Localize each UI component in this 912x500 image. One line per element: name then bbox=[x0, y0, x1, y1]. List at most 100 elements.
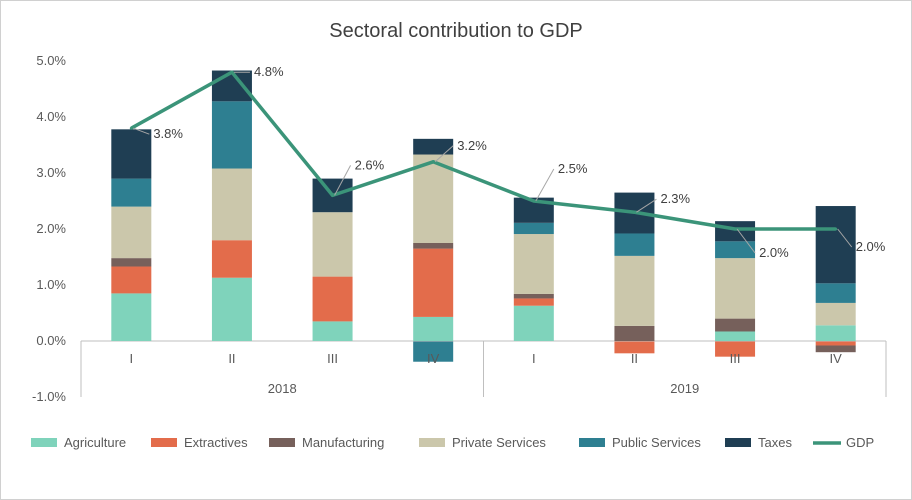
gdp-line-series: 3.8% 4.8% 2.6% 3.2% 2.5% 2.3% 2.0% 2.0% bbox=[129, 64, 886, 260]
bar-extractives bbox=[815, 341, 856, 346]
positive-bars bbox=[111, 70, 856, 341]
legend: Agriculture Extractives Manufacturing Priva… bbox=[31, 435, 874, 450]
bar-taxes bbox=[715, 221, 756, 242]
x-tick-label: I bbox=[532, 351, 536, 366]
data-label-leader bbox=[736, 228, 756, 254]
bar-agriculture bbox=[413, 316, 454, 341]
gdp-point bbox=[733, 227, 737, 231]
legend-label: Extractives bbox=[184, 435, 248, 450]
x-tick-label: III bbox=[730, 351, 741, 366]
negative-bars bbox=[413, 341, 856, 362]
group-label: 2018 bbox=[268, 381, 297, 396]
y-tick-label: 1.0% bbox=[36, 277, 66, 292]
gdp-point bbox=[834, 227, 838, 231]
legend-label: Agriculture bbox=[64, 435, 126, 450]
bar-private-services bbox=[513, 234, 554, 294]
data-label-leader bbox=[837, 228, 853, 248]
data-label-leader bbox=[636, 198, 657, 213]
legend-swatch bbox=[725, 438, 751, 447]
legend-label: Public Services bbox=[612, 435, 701, 450]
legend-label: Private Services bbox=[452, 435, 546, 450]
gdp-data-label: 3.8% bbox=[153, 126, 183, 141]
bar-private-services bbox=[111, 206, 152, 259]
bar-extractives bbox=[413, 248, 454, 317]
bar-manufacturing bbox=[513, 293, 554, 299]
bar-manufacturing bbox=[715, 318, 756, 332]
x-tick-label: III bbox=[327, 351, 338, 366]
bar-extractives bbox=[312, 276, 353, 322]
chart-title: Sectoral contribution to GDP bbox=[329, 20, 582, 42]
bar-private-services bbox=[715, 258, 756, 319]
legend-swatch bbox=[419, 438, 445, 447]
data-label-leader bbox=[434, 145, 454, 163]
y-tick-label: -1.0% bbox=[32, 389, 66, 404]
legend-label: Manufacturing bbox=[302, 435, 384, 450]
bar-public-services bbox=[513, 222, 554, 235]
legend-swatch bbox=[151, 438, 177, 447]
gdp-data-label: 2.6% bbox=[355, 157, 385, 172]
bar-public-services bbox=[715, 241, 756, 259]
bar-agriculture bbox=[111, 293, 152, 341]
bar-public-services bbox=[211, 101, 252, 169]
bar-taxes bbox=[815, 206, 856, 284]
gdp-point bbox=[431, 160, 435, 164]
bar-extractives bbox=[513, 298, 554, 306]
gdp-data-label: 2.0% bbox=[856, 239, 886, 254]
y-tick-label: 5.0% bbox=[36, 53, 66, 68]
bar-manufacturing bbox=[413, 243, 454, 249]
bar-agriculture bbox=[513, 305, 554, 341]
gdp-data-label: 2.5% bbox=[558, 161, 588, 176]
gdp-point bbox=[129, 126, 133, 130]
y-tick-label: 0.0% bbox=[36, 333, 66, 348]
bar-extractives bbox=[211, 240, 252, 278]
bar-manufacturing bbox=[614, 325, 655, 341]
group-label: 2019 bbox=[670, 381, 699, 396]
legend-swatch bbox=[269, 438, 295, 447]
y-tick-label: 4.0% bbox=[36, 109, 66, 124]
data-label-leader bbox=[535, 168, 555, 202]
x-tick-label: II bbox=[631, 351, 638, 366]
bar-extractives bbox=[614, 341, 655, 354]
bar-private-services bbox=[815, 302, 856, 326]
x-tick-label: I bbox=[130, 351, 134, 366]
gdp-line bbox=[130, 70, 836, 231]
bar-private-services bbox=[211, 168, 252, 241]
bar-extractives bbox=[715, 341, 756, 357]
bar-private-services bbox=[312, 212, 353, 277]
bar-taxes bbox=[111, 129, 152, 179]
data-label-leader bbox=[133, 127, 150, 135]
y-axis: -1.0% 0.0% 1.0% 2.0% 3.0% 4.0% 5.0% bbox=[32, 53, 66, 404]
gdp-data-label: 4.8% bbox=[254, 64, 284, 79]
gdp-point bbox=[230, 70, 234, 74]
gdp-data-label: 2.3% bbox=[660, 191, 690, 206]
y-tick-label: 2.0% bbox=[36, 221, 66, 236]
x-tick-label: IV bbox=[830, 351, 843, 366]
bar-public-services bbox=[614, 233, 655, 256]
bar-private-services bbox=[413, 154, 454, 243]
gdp-data-label: 2.0% bbox=[759, 245, 789, 260]
gdp-point bbox=[331, 193, 335, 197]
bar-extractives bbox=[111, 266, 152, 294]
bar-public-services bbox=[413, 341, 454, 362]
x-tick-label: II bbox=[228, 351, 235, 366]
x-tick-label: IV bbox=[427, 351, 440, 366]
bar-taxes bbox=[211, 70, 252, 102]
bar-manufacturing bbox=[815, 345, 856, 353]
gdp-point bbox=[632, 210, 636, 214]
bar-agriculture bbox=[715, 331, 756, 341]
data-label-leader bbox=[334, 165, 352, 196]
legend-label: GDP bbox=[846, 435, 874, 450]
bar-public-services bbox=[111, 178, 152, 207]
legend-swatch bbox=[31, 438, 57, 447]
bar-private-services bbox=[614, 255, 655, 326]
bar-manufacturing bbox=[111, 258, 152, 267]
bar-agriculture bbox=[815, 325, 856, 341]
gdp-data-label: 3.2% bbox=[457, 138, 487, 153]
legend-label: Taxes bbox=[758, 435, 792, 450]
gdp-point bbox=[532, 199, 536, 203]
bar-agriculture bbox=[211, 277, 252, 341]
bar-taxes bbox=[413, 138, 454, 155]
